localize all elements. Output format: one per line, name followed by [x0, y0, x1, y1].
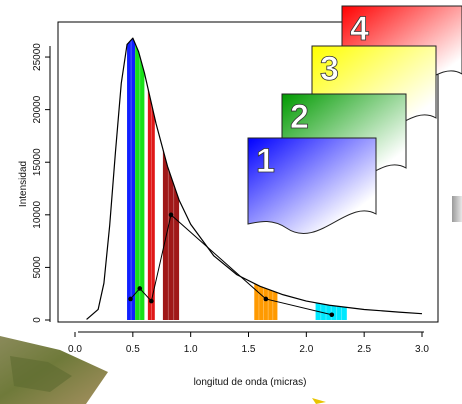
blackbody-curve	[86, 37, 423, 320]
intensity-curve	[86, 37, 423, 320]
x-tick-label: 1.0	[184, 344, 198, 355]
x-tick-label: 1.5	[242, 344, 256, 355]
reflectance-series	[128, 212, 335, 318]
decorative-arrow-mark	[312, 398, 326, 404]
y-axis-label: Intensidad	[18, 161, 29, 207]
reflectance-point	[263, 296, 269, 302]
plot-frame	[57, 21, 439, 323]
band-swir-1	[254, 283, 278, 320]
y-tick-label: 20000	[32, 95, 43, 123]
x-tick-label: 2.0	[299, 344, 313, 355]
y-axis: 0 5000 10000 15000 20000 25000 Intensidad	[18, 43, 51, 323]
band-infrarrojo-cercano	[162, 149, 180, 320]
decorative-shadow	[452, 196, 462, 222]
card-number: 1	[256, 142, 275, 180]
reflectance-point	[137, 286, 143, 291]
x-tick-label: 0.5	[126, 344, 140, 355]
reflectance-point	[329, 312, 335, 318]
x-tick-label: 3.0	[415, 344, 429, 355]
spectral-bands	[127, 38, 347, 320]
card-shape	[247, 137, 377, 234]
y-tick-label: 5000	[32, 256, 43, 279]
y-tick-label: 10000	[32, 200, 43, 228]
band-azul	[127, 38, 136, 320]
card-number: 4	[350, 10, 369, 48]
reflectance-point	[128, 296, 133, 302]
reflectance-line	[130, 213, 332, 316]
reflectance-point	[149, 298, 154, 304]
band-rojo	[147, 87, 155, 320]
x-tick-label: 2.5	[357, 344, 371, 355]
x-tick-label: 0.0	[68, 344, 82, 355]
card-number: 2	[290, 98, 309, 136]
landscape-photo-texture	[10, 356, 72, 392]
band-swir-2	[315, 302, 347, 320]
card-number: 3	[320, 50, 339, 88]
y-tick-label: 15000	[32, 148, 43, 176]
reflectance-point	[168, 212, 174, 218]
band-verde	[135, 43, 145, 320]
x-axis: 0.0 0.5 1.0 1.5 2.0 2.5 3.0 longitud de onda (…	[68, 331, 429, 388]
y-tick-label: 25000	[32, 43, 43, 71]
x-axis-label: longitud de onda (micras)	[194, 377, 307, 388]
y-tick-label: 0	[32, 317, 43, 323]
card-1: 1	[247, 137, 377, 234]
